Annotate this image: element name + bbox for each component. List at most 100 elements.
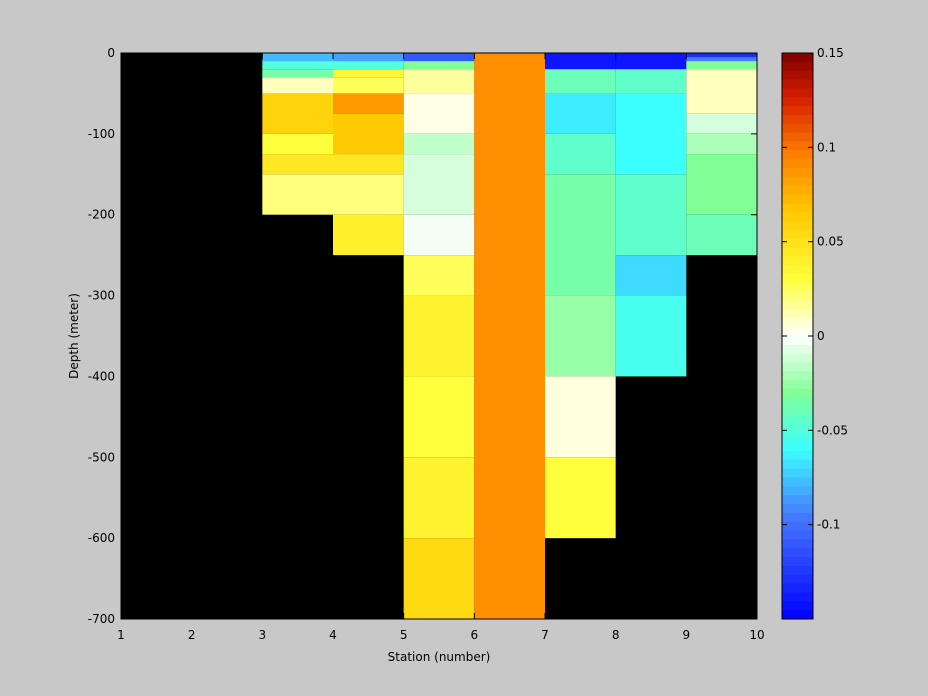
colorbar-swatch — [782, 150, 813, 160]
y-axis-label: Depth (meter) — [67, 293, 81, 379]
heatmap-cell — [686, 133, 757, 155]
colorbar-tick-label: 0.05 — [817, 235, 844, 249]
y-tick-label: -600 — [88, 531, 115, 545]
heatmap-cell — [403, 214, 475, 256]
colorbar-swatch — [782, 336, 813, 346]
heatmap-cell — [545, 53, 616, 70]
colorbar-swatch — [782, 106, 813, 116]
y-tick-label: -100 — [88, 127, 115, 141]
heatmap-cell — [545, 376, 616, 458]
colorbar-swatch — [782, 212, 813, 222]
colorbar-swatch — [782, 114, 813, 125]
heatmap-plot: 1 2 3 4 5 6 7 8 9 10 0 -100 -200 -300 -400 -500 -600 -70… — [67, 46, 765, 664]
colorbar-swatch — [782, 327, 813, 337]
x-tick-label: 7 — [541, 628, 549, 642]
heatmap-cell — [474, 53, 545, 619]
heatmap-cell — [333, 174, 404, 215]
colorbar-swatch — [782, 389, 813, 399]
colorbar-swatch — [782, 592, 813, 602]
colorbar-swatch — [782, 185, 813, 195]
colorbar-swatch — [782, 362, 813, 372]
x-axis-label: Station (number) — [388, 650, 491, 664]
colorbar-swatch — [782, 601, 813, 611]
colorbar-swatch — [782, 450, 813, 461]
y-tick-label: 0 — [107, 46, 115, 60]
colorbar-swatch — [782, 406, 813, 417]
heatmap-cell — [403, 133, 475, 155]
colorbar-swatch — [782, 291, 813, 302]
heatmap-cell — [333, 77, 404, 94]
colorbar-swatch — [782, 424, 813, 434]
colorbar-swatch — [782, 265, 813, 275]
heatmap-cell — [686, 61, 757, 70]
heatmap-cell — [403, 93, 475, 134]
heatmap-cell — [333, 93, 404, 114]
colorbar-swatch — [782, 371, 813, 381]
heatmap-cell — [545, 174, 616, 296]
colorbar: 0.15 0.1 0.05 0 -0.05 -0.1 — [781, 46, 848, 620]
colorbar-ticks: 0.15 0.1 0.05 0 -0.05 -0.1 — [782, 46, 848, 532]
colorbar-swatch — [782, 353, 813, 364]
x-tick-label: 6 — [471, 628, 479, 642]
colorbar-swatch — [782, 88, 813, 98]
colorbar-swatch — [782, 300, 813, 310]
heatmap-cell — [403, 295, 475, 377]
x-tick-label: 2 — [188, 628, 196, 642]
heatmap-cell — [545, 457, 616, 539]
colorbar-swatch — [782, 344, 813, 355]
heatmap-cell — [262, 69, 333, 78]
colorbar-swatch — [782, 194, 813, 204]
x-tick-label: 8 — [612, 628, 620, 642]
heatmap-cell — [615, 295, 687, 377]
y-tick-label: -200 — [88, 208, 115, 222]
heatmap-cell — [403, 457, 475, 539]
colorbar-swatch — [782, 380, 813, 390]
colorbar-swatch — [782, 583, 813, 593]
colorbar-swatch — [782, 433, 813, 443]
x-tick-label: 3 — [259, 628, 267, 642]
heatmap-cell — [545, 69, 616, 94]
heatmap-cell — [333, 61, 404, 70]
colorbar-swatch — [782, 256, 813, 266]
colorbar-swatch — [782, 274, 813, 284]
colorbar-swatch — [782, 203, 813, 213]
colorbar-swatch — [782, 159, 813, 169]
colorbar-swatch — [782, 548, 813, 558]
colorbar-swatch — [782, 70, 813, 81]
colorbar-swatch — [782, 495, 813, 505]
heatmap-cell — [686, 69, 757, 114]
heatmap-cell — [262, 133, 333, 155]
colorbar-swatch — [782, 459, 813, 470]
heatmap-cell — [262, 53, 333, 62]
plot-frame — [120, 52, 758, 620]
heatmap-cell — [262, 61, 333, 70]
colorbar-swatch — [782, 521, 813, 532]
y-tick-label: -700 — [88, 612, 115, 626]
heatmap-cell — [333, 53, 404, 62]
heatmap-cell — [686, 113, 757, 134]
heatmap-cell — [545, 295, 616, 377]
colorbar-swatch — [782, 238, 813, 249]
heatmap-cell — [545, 93, 616, 134]
heatmap-cell — [403, 376, 475, 458]
colorbar-swatch — [782, 79, 813, 89]
heatmap-cell — [262, 174, 333, 215]
y-tick-label: -300 — [88, 289, 115, 303]
colorbar-tick-label: 0.1 — [817, 140, 836, 154]
colorbar-swatch — [782, 574, 813, 585]
x-tick-label: 5 — [400, 628, 408, 642]
heatmap-cell — [403, 61, 475, 70]
colorbar-swatch — [782, 557, 813, 567]
colorbar-swatch — [782, 247, 813, 257]
colorbar-swatch — [782, 610, 813, 620]
colorbar-swatch — [782, 61, 813, 72]
colorbar-swatch — [782, 176, 813, 187]
heatmap-cell — [615, 53, 687, 70]
colorbar-tick-label: -0.05 — [817, 423, 848, 437]
colorbar-tick-label: 0.15 — [817, 46, 844, 60]
heatmap-cell — [615, 93, 687, 175]
heatmap-cell — [333, 69, 404, 78]
heatmap-cell — [615, 69, 687, 94]
heatmap-cell — [403, 538, 475, 619]
colorbar-swatches — [782, 53, 813, 620]
